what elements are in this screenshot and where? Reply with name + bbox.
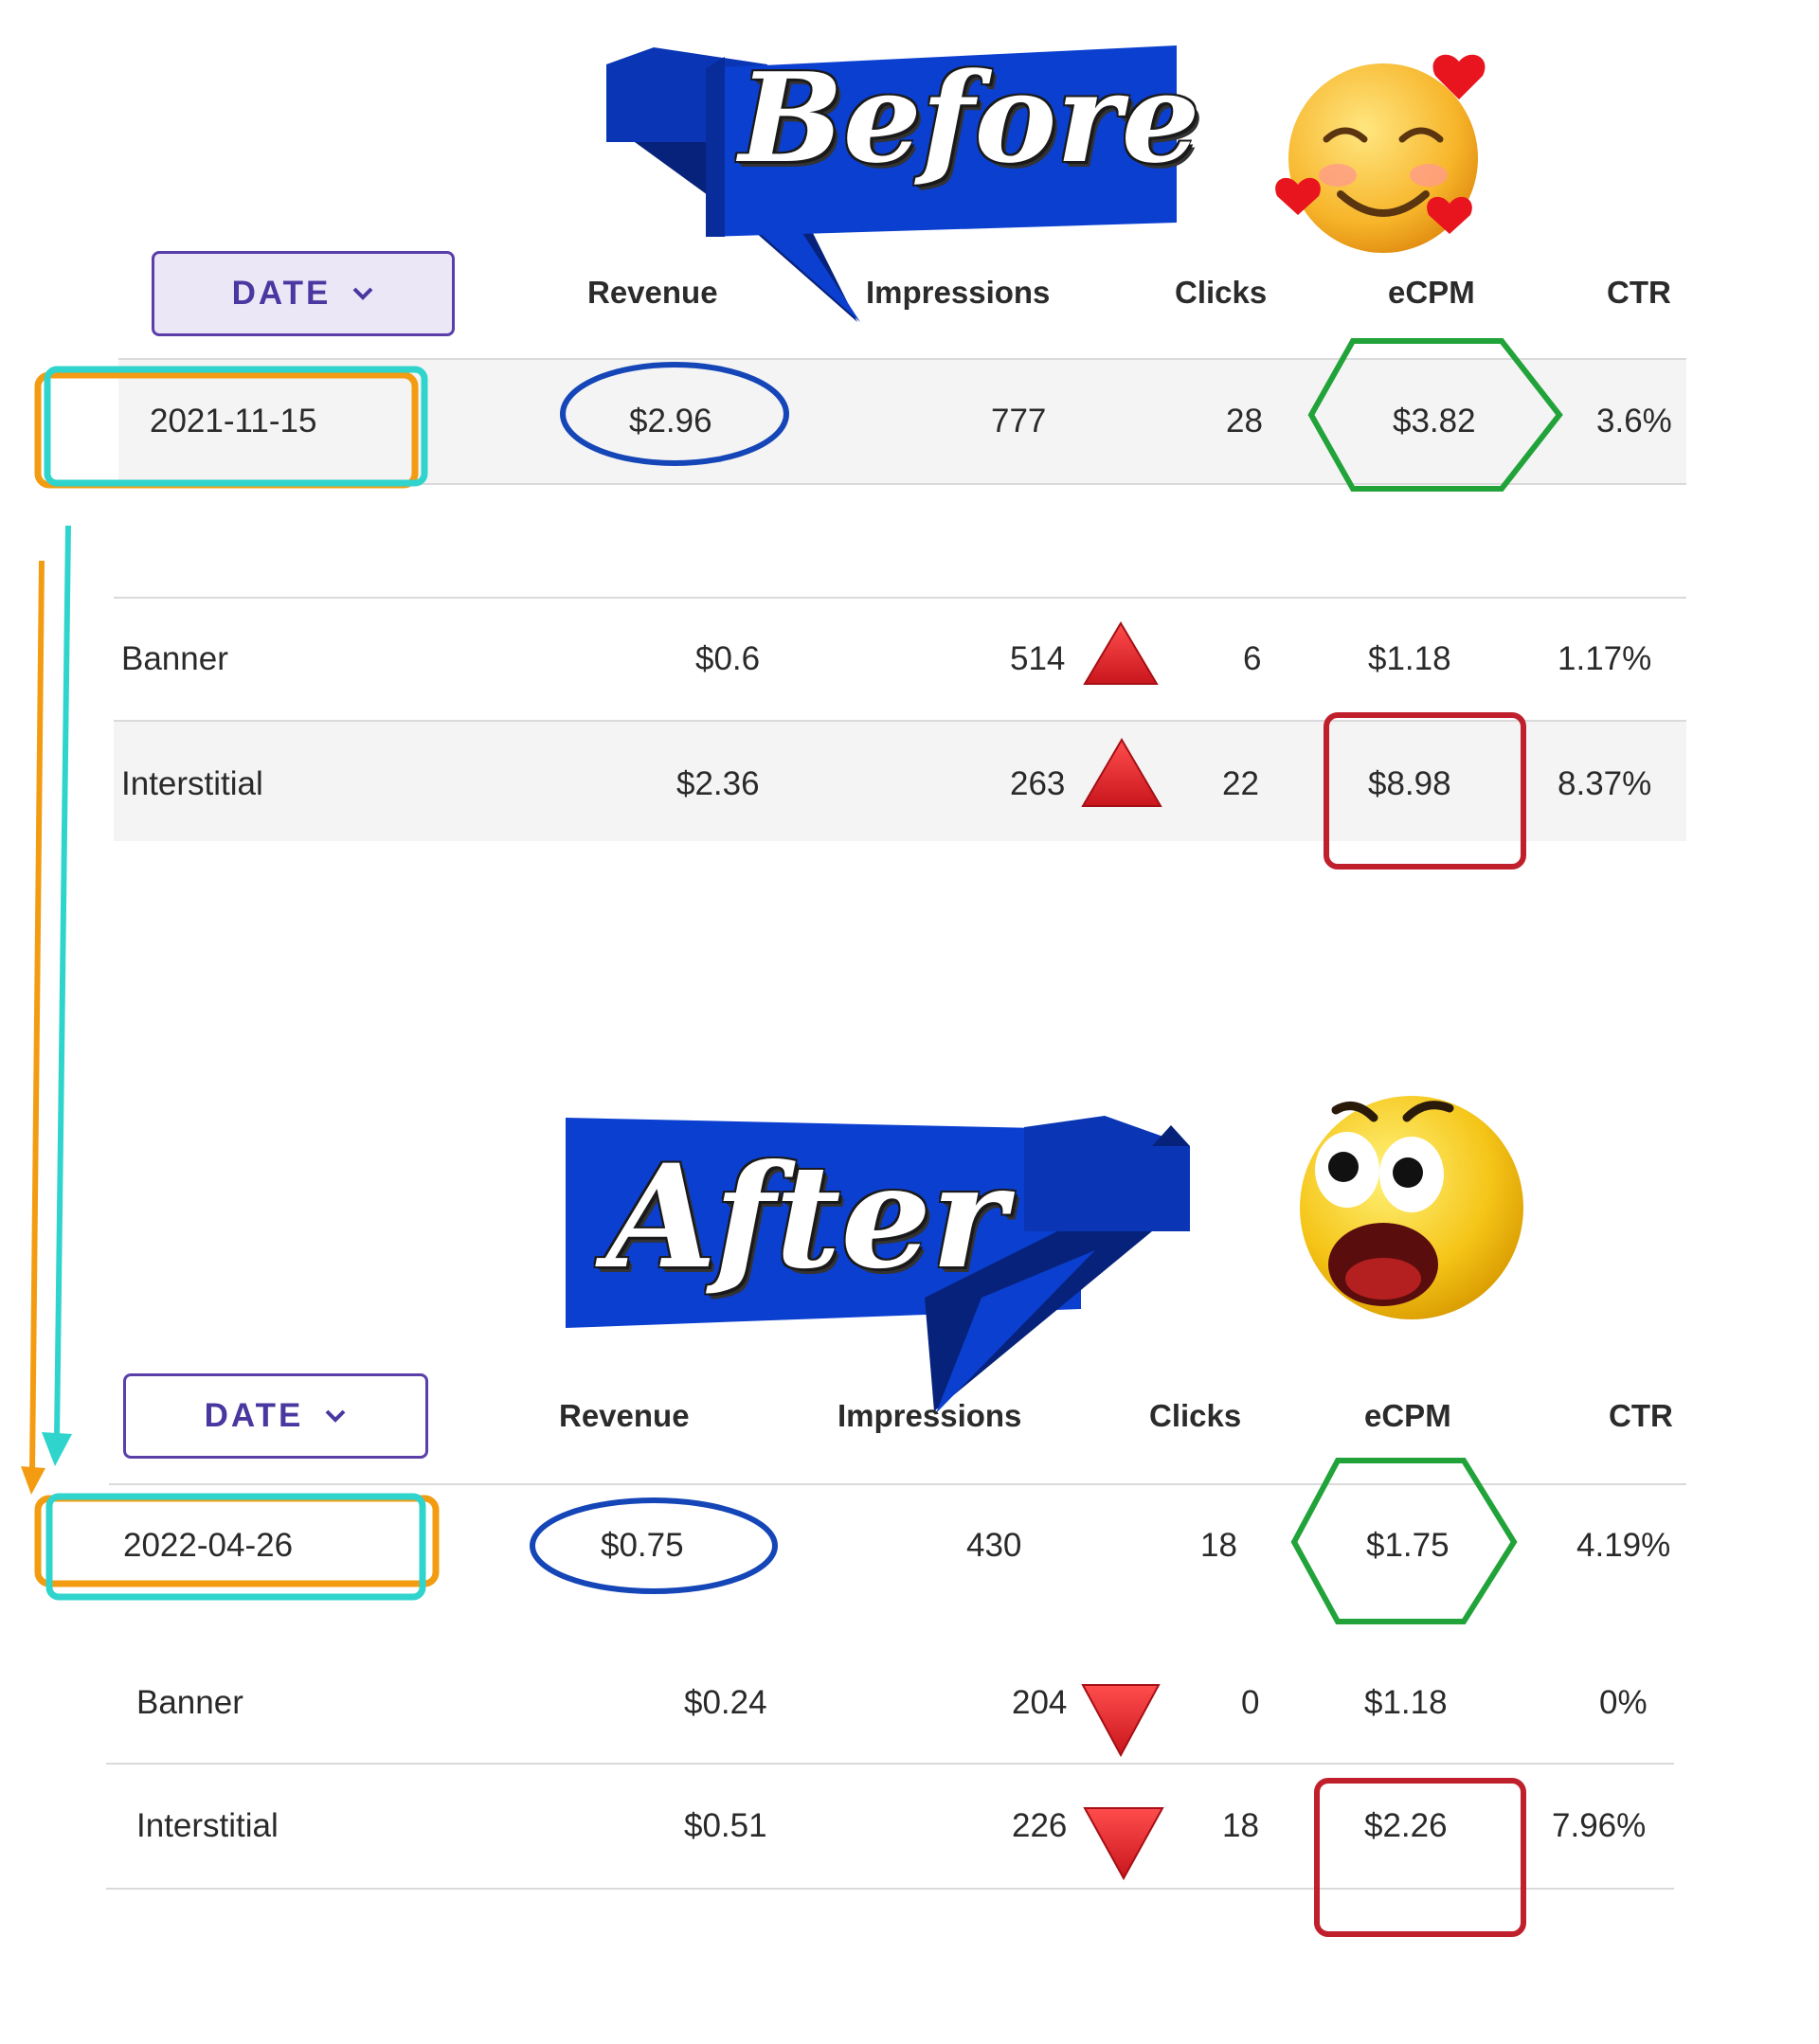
banner-ctr: 1.17%	[1558, 640, 1652, 677]
summary-clicks: 28	[1226, 403, 1263, 439]
red-highlight-box	[1324, 712, 1526, 870]
banner-ctr: 0%	[1599, 1684, 1648, 1721]
date-button-label: DATE	[231, 275, 332, 312]
summary-clicks: 18	[1200, 1527, 1237, 1564]
orange-highlight-box	[34, 1495, 440, 1587]
table-row-interstitial-before[interactable]	[114, 722, 1686, 841]
red-triangle-up-icon	[1081, 738, 1162, 807]
interstitial-ctr: 7.96%	[1552, 1807, 1647, 1844]
header-ctr: CTR	[1607, 275, 1671, 310]
date-dropdown-button-after[interactable]: DATE	[123, 1373, 428, 1459]
interstitial-ecpm: $8.98	[1368, 765, 1451, 802]
summary-date: 2022-04-26	[123, 1527, 294, 1564]
after-ribbon-text: After	[606, 1134, 1007, 1300]
divider	[114, 720, 1686, 722]
header-ecpm: eCPM	[1388, 275, 1475, 310]
banner-clicks: 6	[1243, 640, 1262, 677]
before-ribbon-icon	[606, 45, 1177, 322]
banner-ecpm: $1.18	[1368, 640, 1451, 677]
cyan-arrow-head	[42, 1432, 72, 1466]
summary-ecpm: $1.75	[1366, 1527, 1450, 1564]
cyan-highlight-box	[44, 366, 428, 487]
cyan-highlight-box	[45, 1493, 426, 1601]
header-clicks: Clicks	[1175, 275, 1268, 310]
banner-impressions: 514	[1010, 640, 1066, 677]
blue-ellipse-highlight	[530, 1497, 778, 1594]
banner-label: Banner	[121, 640, 228, 677]
chevron-down-icon	[352, 287, 373, 300]
smiling-face-with-hearts-icon	[1275, 54, 1486, 253]
banner-ecpm: $1.18	[1364, 1684, 1448, 1721]
banner-revenue: $0.24	[684, 1684, 767, 1721]
header-clicks: Clicks	[1149, 1398, 1242, 1433]
interstitial-revenue: $2.36	[676, 765, 760, 802]
interstitial-clicks: 18	[1222, 1807, 1259, 1844]
divider	[118, 483, 1686, 485]
interstitial-clicks: 22	[1222, 765, 1259, 802]
interstitial-revenue: $0.51	[684, 1807, 767, 1844]
interstitial-ctr: 8.37%	[1558, 765, 1652, 802]
header-revenue: Revenue	[587, 275, 718, 310]
summary-impressions: 777	[991, 403, 1047, 439]
before-ribbon-text: Before	[739, 45, 1200, 190]
orange-highlight-box	[34, 371, 419, 489]
shocked-face-icon	[1300, 1096, 1523, 1319]
interstitial-impressions: 226	[1012, 1807, 1068, 1844]
summary-revenue: $0.75	[601, 1527, 684, 1564]
green-hexagon-highlight	[1307, 338, 1563, 492]
interstitial-ecpm: $2.26	[1364, 1807, 1448, 1844]
divider	[106, 1888, 1674, 1890]
divider	[118, 358, 1686, 360]
interstitial-label: Interstitial	[136, 1807, 279, 1844]
interstitial-impressions: 263	[1010, 765, 1066, 802]
header-revenue: Revenue	[559, 1398, 690, 1433]
header-ecpm: eCPM	[1364, 1398, 1451, 1433]
summary-ctr: 3.6%	[1596, 403, 1672, 439]
date-dropdown-button-before[interactable]: DATE	[152, 251, 455, 336]
after-ribbon-icon	[566, 1116, 1190, 1413]
table-row-summary-before[interactable]	[118, 360, 1686, 483]
orange-arrow-line	[29, 560, 45, 1474]
red-highlight-box	[1314, 1778, 1526, 1937]
banner-revenue: $0.6	[695, 640, 761, 677]
banner-label: Banner	[136, 1684, 243, 1721]
summary-revenue: $2.96	[629, 403, 712, 439]
header-impressions: Impressions	[837, 1398, 1022, 1433]
summary-date: 2021-11-15	[150, 403, 317, 439]
summary-ctr: 4.19%	[1576, 1527, 1671, 1564]
summary-ecpm: $3.82	[1393, 403, 1476, 439]
divider	[106, 1763, 1674, 1765]
header-impressions: Impressions	[866, 275, 1051, 310]
red-triangle-up-icon	[1083, 621, 1159, 685]
green-hexagon-highlight	[1290, 1458, 1518, 1624]
red-triangle-down-icon	[1081, 1684, 1161, 1758]
chevron-down-icon	[325, 1409, 346, 1423]
red-triangle-down-icon	[1083, 1807, 1164, 1881]
cyan-arrow-line	[54, 525, 71, 1441]
summary-impressions: 430	[966, 1527, 1022, 1564]
interstitial-label: Interstitial	[121, 765, 263, 802]
header-ctr: CTR	[1609, 1398, 1673, 1433]
blue-ellipse-highlight	[560, 362, 789, 466]
date-button-label: DATE	[204, 1397, 304, 1434]
banner-impressions: 204	[1012, 1684, 1068, 1721]
banner-clicks: 0	[1241, 1684, 1260, 1721]
orange-arrow-head	[21, 1466, 45, 1495]
divider	[109, 1483, 1686, 1485]
divider	[114, 597, 1686, 599]
